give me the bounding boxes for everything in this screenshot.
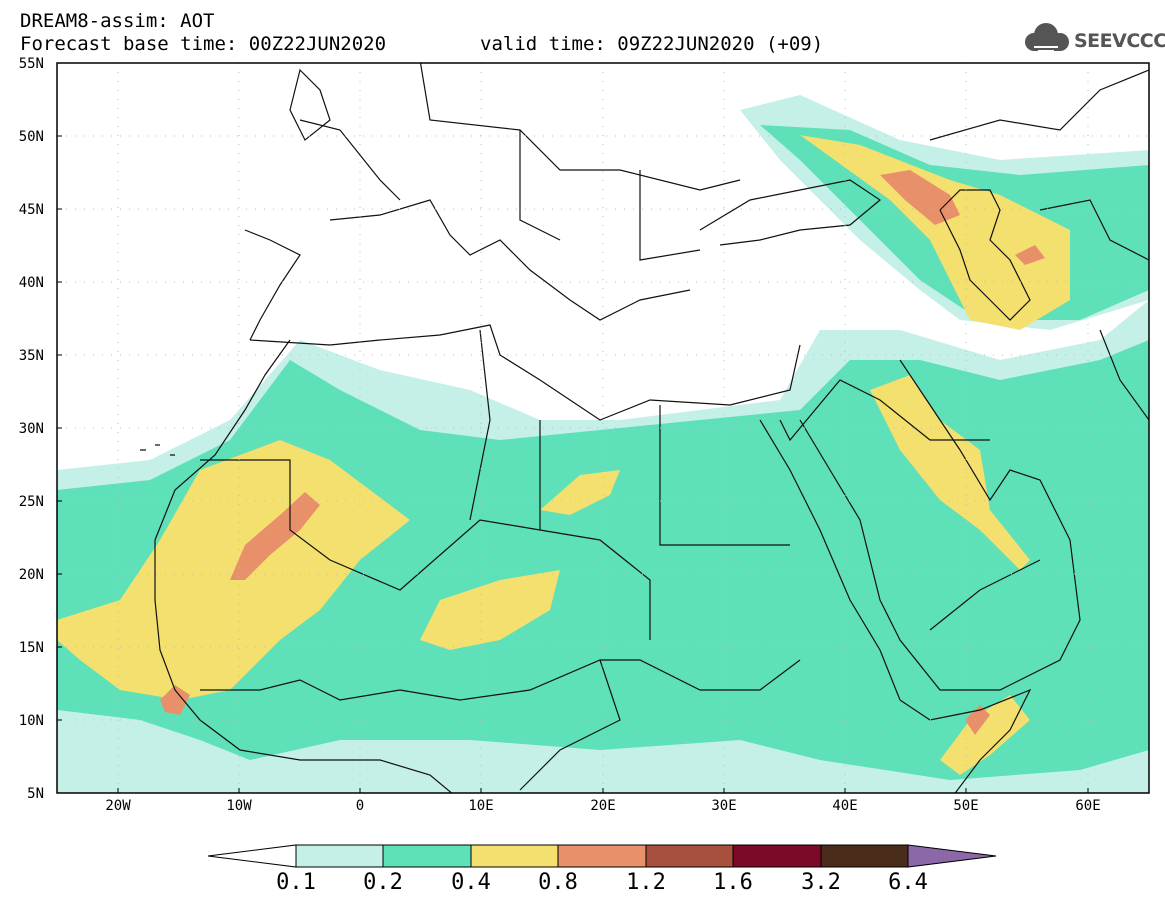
lon-label: 30E — [711, 798, 737, 814]
lon-label: 10E — [468, 798, 494, 814]
colorbar-label: 3.2 — [801, 870, 841, 895]
lat-label: 35N — [18, 348, 44, 364]
colorbar-max-arrow — [907, 844, 997, 868]
valid-time: valid time: 09Z22JUN2020 (+09) — [480, 33, 824, 55]
colorbar-label: 0.4 — [451, 870, 491, 895]
tick-marks — [57, 135, 1089, 793]
aot-shading — [57, 95, 1149, 793]
logo-text: SEEVCCC — [1074, 30, 1165, 52]
lon-label: 50E — [953, 798, 979, 814]
colorbar-box-1 — [295, 844, 384, 868]
coastlines — [140, 63, 1149, 793]
colorbar-label: 0.2 — [363, 870, 403, 895]
colorbar-box-6 — [732, 844, 822, 868]
lat-label: 5N — [27, 786, 44, 802]
colorbar-box-3 — [470, 844, 559, 868]
colorbar-label: 1.2 — [626, 870, 666, 895]
graticule — [57, 63, 1149, 793]
colorbar-box-7 — [820, 844, 909, 868]
colorbar-label: 0.8 — [538, 870, 578, 895]
cloud-icon — [1025, 23, 1069, 52]
lat-label: 20N — [18, 567, 44, 583]
lon-label: 40E — [832, 798, 858, 814]
colorbar-label: 0.1 — [276, 870, 316, 895]
lat-label: 50N — [18, 129, 44, 145]
lat-label: 15N — [18, 640, 44, 656]
map-frame — [56, 62, 1150, 794]
colorbar — [207, 844, 997, 868]
map-title: DREAM8-assim: AOT — [20, 10, 215, 32]
lat-label: 30N — [18, 421, 44, 437]
lat-label: 45N — [18, 202, 44, 218]
lon-label: 20W — [105, 798, 131, 814]
forecast-base-time: Forecast base time: 00Z22JUN2020 — [20, 33, 387, 55]
colorbar-box-4 — [557, 844, 647, 868]
lon-label: 10W — [226, 798, 252, 814]
lat-label: 25N — [18, 494, 44, 510]
lon-label: 20E — [590, 798, 616, 814]
lon-label: 60E — [1075, 798, 1101, 814]
lon-label: 0 — [355, 798, 365, 814]
colorbar-box-2 — [382, 844, 472, 868]
lat-label: 10N — [18, 713, 44, 729]
colorbar-min-arrow — [207, 844, 297, 868]
colorbar-label: 1.6 — [713, 870, 753, 895]
lat-label: 55N — [18, 56, 44, 72]
colorbar-box-5 — [645, 844, 734, 868]
colorbar-label: 6.4 — [888, 870, 928, 895]
lat-label: 40N — [18, 275, 44, 291]
